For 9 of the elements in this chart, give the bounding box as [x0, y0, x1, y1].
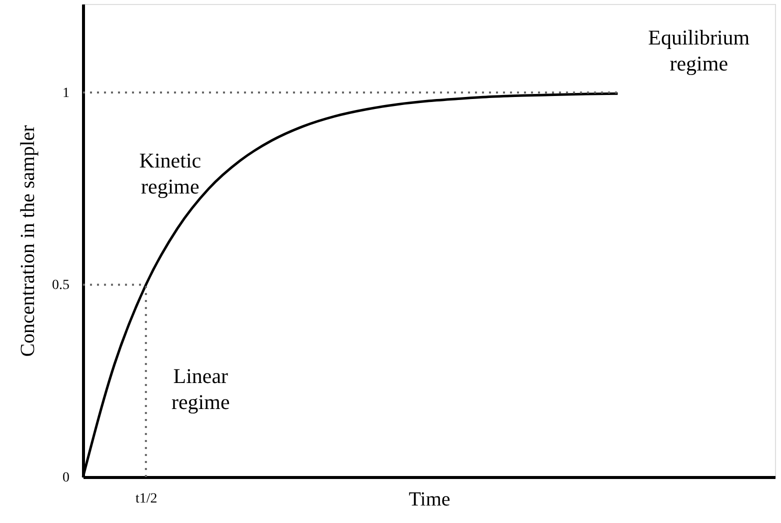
x-axis-title: Time — [408, 488, 450, 510]
x-tick-label: t1/2 — [136, 492, 158, 506]
annotation: Linear regime — [171, 364, 230, 414]
y-tick-label: 0.5 — [52, 278, 70, 294]
y-tick-label: 1 — [62, 86, 70, 101]
y-axis-title: Concentration in the sampler — [17, 124, 39, 357]
annotation: Kinetic regime — [139, 148, 202, 199]
y-tick-label: 0 — [62, 470, 70, 486]
annotation: Equilibrium regime — [648, 26, 750, 76]
